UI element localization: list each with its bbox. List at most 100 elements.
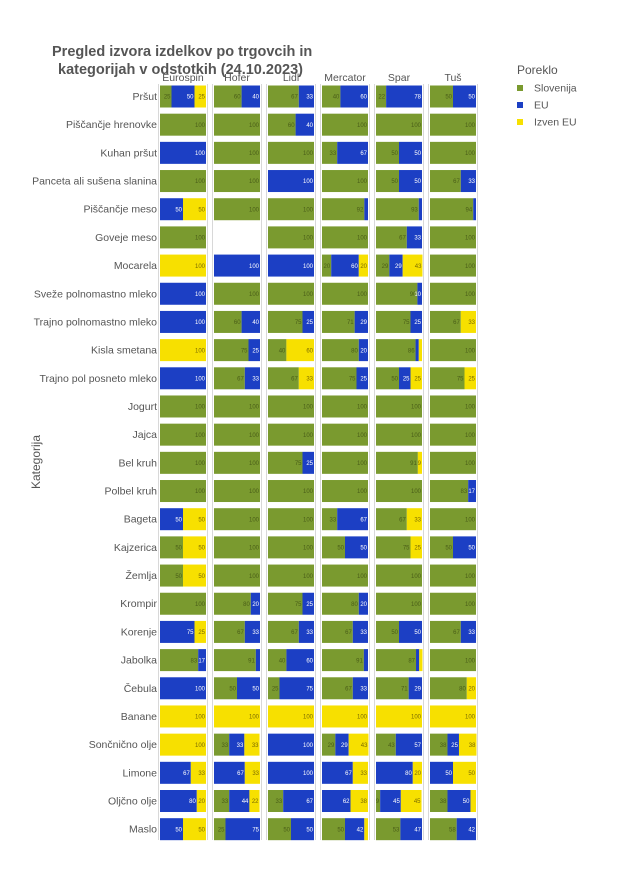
bar-segment bbox=[453, 536, 476, 559]
bar-segment bbox=[430, 761, 453, 784]
bar-segment bbox=[358, 339, 368, 362]
bar-value-label: 38 bbox=[440, 743, 447, 749]
bar-segment bbox=[214, 761, 245, 784]
bar-value-label: 67 bbox=[453, 320, 460, 326]
bar-segment bbox=[268, 592, 303, 615]
bar-value-label: 33 bbox=[414, 236, 421, 242]
bar-segment bbox=[400, 790, 422, 812]
bar-segment bbox=[214, 423, 260, 446]
bar-value-label: 100 bbox=[465, 574, 476, 580]
bar-segment bbox=[255, 649, 260, 672]
bar-value-label: 100 bbox=[249, 489, 260, 495]
bar-segment bbox=[322, 761, 353, 784]
bar-segment bbox=[348, 733, 369, 756]
bar-segment bbox=[322, 564, 368, 587]
bar-value-label: 50 bbox=[445, 546, 452, 552]
bar-segment bbox=[160, 141, 206, 164]
bar-segment bbox=[291, 818, 314, 841]
bar-value-label: 67 bbox=[291, 630, 298, 636]
bar-segment bbox=[322, 141, 338, 164]
bar-segment bbox=[430, 423, 476, 446]
bar-value-label: 58 bbox=[449, 827, 456, 833]
bar-segment bbox=[430, 85, 453, 108]
retailer-header: Tuš bbox=[444, 72, 461, 84]
bar-segment bbox=[268, 170, 314, 193]
bar-value-label: 100 bbox=[411, 574, 422, 580]
bar-segment bbox=[322, 733, 336, 756]
bar-segment bbox=[160, 733, 206, 756]
bar-segment bbox=[406, 226, 422, 249]
legend-swatch bbox=[517, 119, 523, 125]
bar-segment bbox=[268, 198, 314, 221]
bar-value-label: 100 bbox=[195, 686, 206, 692]
bar-value-label: 33 bbox=[306, 377, 313, 383]
bar-segment bbox=[430, 113, 476, 136]
bar-segment bbox=[160, 761, 191, 784]
bar-value-label: 17 bbox=[198, 658, 205, 664]
bar-segment bbox=[214, 677, 237, 700]
bar-segment bbox=[410, 536, 422, 559]
bar-value-label: 60 bbox=[234, 320, 241, 326]
bar-value-label: 100 bbox=[357, 715, 368, 721]
bar-value-label: 100 bbox=[357, 292, 368, 298]
bar-value-label: 50 bbox=[198, 574, 205, 580]
bar-segment bbox=[376, 649, 417, 672]
bar-value-label: 33 bbox=[414, 517, 421, 523]
bar-segment bbox=[160, 790, 197, 812]
bar-segment bbox=[376, 592, 422, 615]
bar-segment bbox=[322, 649, 364, 672]
bar-segment bbox=[160, 423, 206, 446]
column-headers: Eurospin Hofer Lidl Mercator Spar Tuš bbox=[158, 72, 478, 840]
bar-value-label: 9 bbox=[376, 799, 380, 805]
category-label: Trajno pol posneto mleko bbox=[39, 373, 157, 385]
category-label: Sončnično olje bbox=[89, 739, 157, 751]
bar-segment bbox=[322, 451, 368, 474]
bar-value-label: 100 bbox=[465, 236, 476, 242]
bar-value-label: 20 bbox=[252, 602, 259, 608]
bar-value-label: 25 bbox=[198, 630, 205, 636]
legend-label: EU bbox=[534, 100, 549, 112]
bar-value-label: 67 bbox=[360, 151, 367, 157]
bar-value-label: 100 bbox=[411, 715, 422, 721]
bar-value-label: 100 bbox=[303, 771, 314, 777]
legend-swatch bbox=[517, 85, 523, 91]
bar-value-label: 10 bbox=[414, 292, 421, 298]
bar-segment bbox=[430, 170, 461, 193]
bar-value-label: 40 bbox=[333, 95, 340, 101]
bar-segment bbox=[430, 536, 453, 559]
bar-value-label: 100 bbox=[195, 151, 206, 157]
bar-segment bbox=[268, 141, 314, 164]
category-label: Pršut bbox=[132, 91, 157, 103]
bar-segment bbox=[345, 818, 365, 841]
bar-value-label: 25 bbox=[306, 602, 313, 608]
bar-value-label: 50 bbox=[283, 827, 290, 833]
bar-segment bbox=[412, 761, 422, 784]
bar-segment bbox=[295, 113, 314, 136]
bar-value-label: 75 bbox=[295, 602, 302, 608]
bar-segment bbox=[322, 480, 368, 503]
chart-title-line-2: kategorijah v odstotkih (24.10.2023) bbox=[58, 62, 303, 78]
category-label: Oljčno olje bbox=[108, 796, 157, 808]
bar-value-label: 40 bbox=[252, 95, 259, 101]
bar-segment bbox=[322, 818, 345, 841]
bar-value-label: 100 bbox=[249, 546, 260, 552]
bar-segment bbox=[456, 818, 476, 841]
category-label: Piščančje hrenovke bbox=[66, 119, 157, 131]
bar-segment bbox=[400, 818, 422, 841]
bar-segment bbox=[430, 254, 476, 277]
bar-segment bbox=[410, 310, 422, 333]
bar-segment bbox=[160, 536, 183, 559]
bar-value-label: 100 bbox=[303, 236, 314, 242]
bar-segment bbox=[183, 818, 206, 841]
bar-value-label: 50 bbox=[175, 546, 182, 552]
bar-segment bbox=[430, 592, 476, 615]
bar-segment bbox=[194, 620, 206, 643]
bar-segment bbox=[447, 733, 459, 756]
bar-value-label: 50 bbox=[337, 827, 344, 833]
bar-value-label: 100 bbox=[465, 348, 476, 354]
category-label: Krompir bbox=[120, 598, 157, 610]
bar-segment bbox=[249, 790, 260, 812]
bar-value-label: 100 bbox=[411, 433, 422, 439]
bar-segment bbox=[160, 620, 195, 643]
